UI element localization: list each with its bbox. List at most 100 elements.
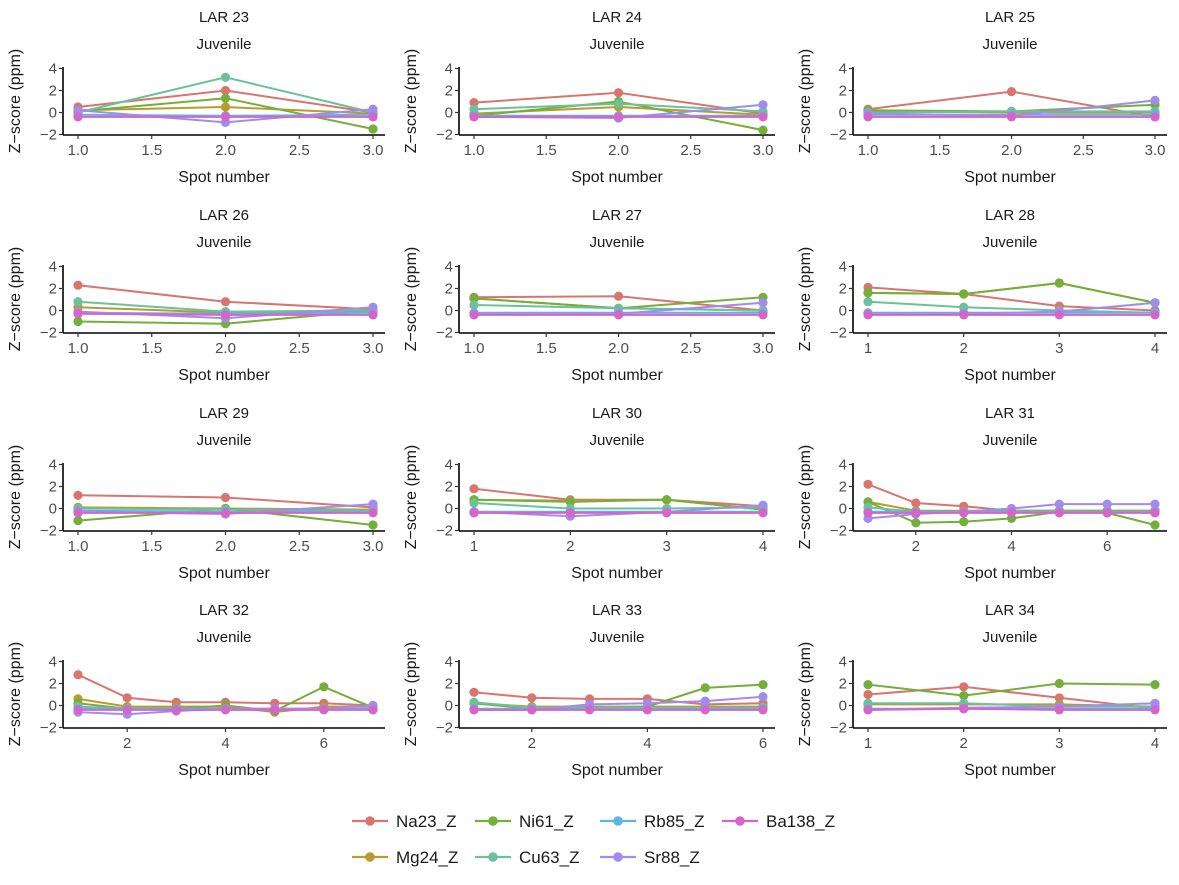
legend-key-point — [613, 816, 623, 826]
y-tick-label: 2 — [445, 479, 453, 496]
x-axis-title: Spot number — [178, 367, 270, 384]
data-point-ni61_z — [73, 316, 83, 327]
x-axis-title: Spot number — [964, 367, 1056, 384]
data-point-ni61_z — [863, 288, 873, 298]
data-point-ba138_z — [1054, 705, 1064, 715]
x-tick-label: 6 — [759, 735, 767, 752]
data-point-ni61_z — [368, 124, 378, 134]
panel-lar-33: LAR 33 Juvenile −2 0 2 4 2 4 6 Spot number Z−score… — [403, 602, 775, 779]
y-tick-label: 4 — [839, 654, 847, 671]
data-point-ni61_z — [1150, 520, 1160, 530]
data-point-ba138_z — [613, 112, 624, 122]
y-axis-title: Z−score (ppm) — [797, 247, 814, 351]
data-point-ba138_z — [911, 508, 921, 518]
data-point-ni61_z — [662, 495, 672, 505]
series-line-na23_z — [867, 286, 1156, 312]
x-tick-label: 6 — [320, 735, 328, 752]
y-tick-label: 2 — [49, 281, 57, 298]
data-point-ba138_z — [73, 309, 83, 319]
y-tick-label: 0 — [49, 105, 57, 122]
data-point-ba138_z — [368, 310, 378, 320]
x-tick-label: 4 — [1151, 735, 1159, 752]
data-point-ba138_z — [270, 705, 280, 715]
y-tick-label: −2 — [436, 523, 453, 540]
panel-lar-23: LAR 23 Juvenile −2 0 2 4 1.0 1.5 2.0 2.5 3.0 Spot n… — [7, 9, 385, 186]
y-axis-title: Z−score (ppm) — [403, 445, 420, 549]
x-tick-label: 2.0 — [1001, 142, 1022, 159]
y-tick-label: 2 — [839, 479, 847, 496]
x-tick-label: 2 — [528, 735, 536, 752]
x-tick-label: 2.0 — [215, 142, 236, 159]
y-tick-label: 4 — [445, 259, 453, 276]
data-point-sr88_z — [1054, 499, 1064, 509]
x-tick-label: 2.5 — [680, 142, 701, 159]
x-tick-label: 1.5 — [141, 142, 162, 159]
y-tick-label: 0 — [49, 303, 57, 320]
data-point-sr88_z — [758, 298, 768, 308]
x-tick-label: 2.5 — [289, 340, 310, 357]
data-point-na23_z — [220, 297, 231, 307]
data-point-ba138_z — [1150, 310, 1160, 320]
y-axis-title: Z−score (ppm) — [7, 642, 24, 746]
x-tick-label: 2 — [566, 538, 574, 555]
data-point-sr88_z — [1102, 499, 1112, 509]
x-tick-label: 2.0 — [215, 538, 236, 555]
data-point-ba138_z — [527, 705, 537, 715]
x-tick-label: 6 — [1103, 538, 1111, 555]
data-point-ni61_z — [220, 93, 231, 103]
panel-title: LAR 29 — [199, 405, 249, 422]
panel-lar-24: LAR 24 Juvenile −2 0 2 4 1.0 1.5 2.0 2.5 3.0 Spot n… — [403, 9, 775, 186]
y-tick-label: 2 — [839, 676, 847, 693]
y-tick-label: 2 — [49, 676, 57, 693]
x-axis-title: Spot number — [178, 565, 270, 582]
panel-title: LAR 32 — [199, 602, 249, 619]
panel-subtitle: Juvenile — [196, 36, 251, 53]
data-point-ni61_z — [959, 289, 969, 299]
y-tick-label: −2 — [40, 720, 57, 737]
data-point-ba138_z — [122, 705, 132, 715]
data-point-ni61_z — [565, 497, 575, 507]
x-tick-label: 1.0 — [68, 340, 89, 357]
data-point-ba138_z — [469, 310, 479, 320]
legend-key-point — [488, 816, 498, 826]
x-tick-label: 2 — [959, 340, 967, 357]
data-point-ba138_z — [220, 508, 231, 518]
y-tick-label: 4 — [445, 61, 453, 78]
y-tick-label: 2 — [445, 83, 453, 100]
data-point-ba138_z — [220, 112, 231, 122]
data-point-ni61_z — [1054, 278, 1064, 288]
x-axis-title: Spot number — [964, 762, 1056, 779]
y-tick-label: 0 — [839, 303, 847, 320]
y-tick-label: 0 — [49, 698, 57, 715]
data-point-ni61_z — [959, 517, 969, 527]
x-axis-title: Spot number — [571, 565, 663, 582]
x-tick-label: 1.0 — [464, 340, 485, 357]
data-point-ba138_z — [1006, 112, 1017, 122]
x-tick-label: 3.0 — [1145, 142, 1166, 159]
legend-item-rb85_z: Rb85_Z — [600, 812, 704, 831]
x-tick-label: 4 — [1151, 340, 1159, 357]
data-point-ba138_z — [863, 310, 873, 320]
x-tick-label: 2.5 — [289, 538, 310, 555]
data-point-ba138_z — [1006, 508, 1017, 518]
legend-key-point — [613, 852, 623, 862]
y-tick-label: −2 — [830, 325, 847, 342]
data-point-sr88_z — [73, 105, 83, 115]
x-tick-label: 1.5 — [536, 142, 557, 159]
panel-lar-32: LAR 32 Juvenile −2 0 2 4 2 4 6 Spot number Z−score… — [7, 602, 385, 779]
y-tick-label: −2 — [436, 720, 453, 737]
panel-subtitle: Juvenile — [982, 629, 1037, 646]
data-point-ni61_z — [700, 683, 710, 693]
data-point-ba138_z — [1150, 112, 1160, 122]
x-tick-label: 3 — [1055, 735, 1063, 752]
series-line-cu63_z — [868, 702, 1155, 708]
x-tick-label: 1.5 — [929, 142, 950, 159]
y-tick-label: −2 — [40, 325, 57, 342]
data-point-cu63_z — [469, 498, 479, 508]
x-tick-label: 4 — [759, 538, 767, 555]
y-tick-label: 4 — [839, 259, 847, 276]
legend-item-mg24_z: Mg24_Z — [352, 848, 458, 867]
data-point-ba138_z — [73, 112, 83, 122]
data-point-sr88_z — [700, 696, 710, 706]
data-point-na23_z — [911, 498, 921, 508]
